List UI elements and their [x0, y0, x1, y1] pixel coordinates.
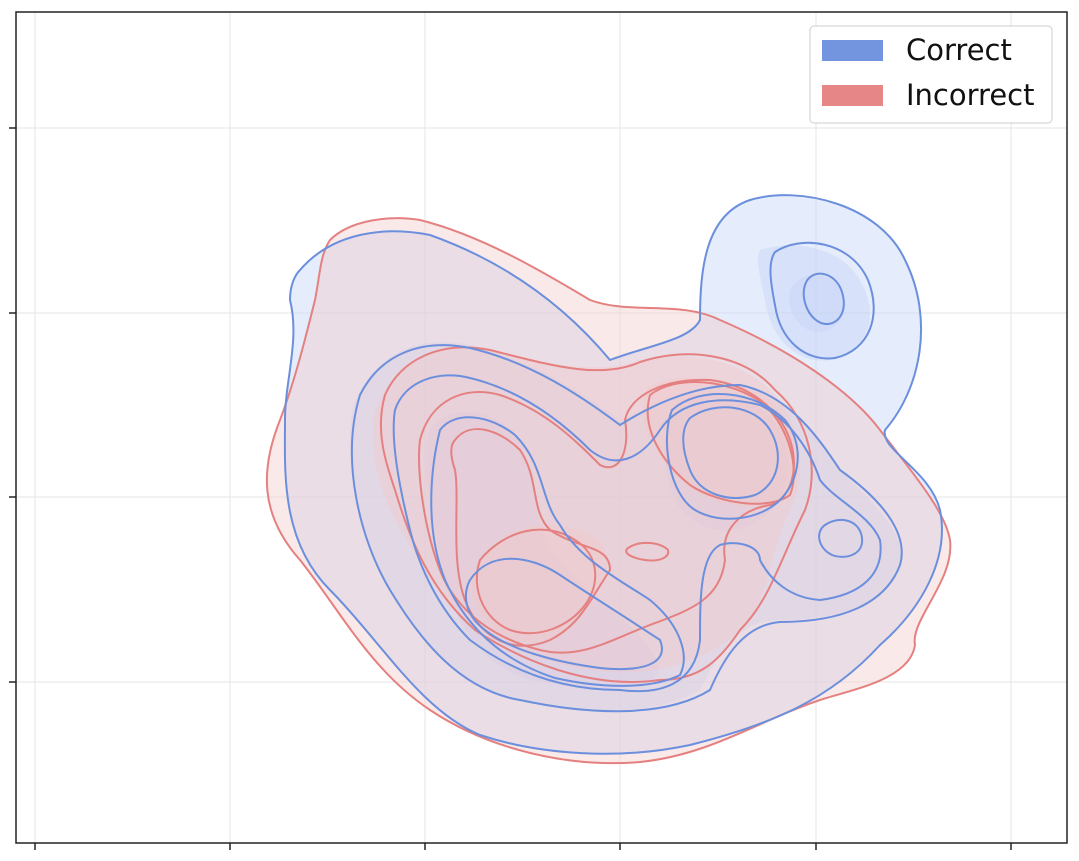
- correct-contour-upper-inner: [802, 272, 845, 326]
- legend-label-incorrect: Incorrect: [906, 78, 1034, 112]
- incorrect-contour-outer: [265, 217, 952, 765]
- incorrect-contour-5: [475, 528, 597, 635]
- correct-contour-3: [392, 374, 882, 693]
- correct-contour-4: [430, 416, 685, 687]
- legend-swatch-incorrect: [822, 85, 883, 106]
- legend-swatch-correct: [822, 40, 883, 61]
- incorrect-contour-2: [379, 346, 813, 683]
- correct-contour-outer: [283, 194, 943, 755]
- incorrect-contour-4: [450, 428, 612, 647]
- x-ticks: [34, 843, 1012, 850]
- correct-contour-upper-outer: [769, 241, 875, 360]
- legend: Correct Incorrect: [809, 25, 1053, 124]
- correct-contour-center-right: [665, 393, 799, 520]
- incorrect-contour-island: [625, 542, 670, 562]
- correct-contour-center-right-inner: [682, 406, 779, 499]
- correct-contours: [283, 194, 943, 755]
- correct-contour-right-small: [818, 518, 864, 558]
- correct-contour-2: [350, 344, 903, 713]
- grid: [16, 12, 1067, 843]
- axes-frame: [15, 11, 1068, 844]
- legend-label-correct: Correct: [906, 33, 1012, 67]
- y-ticks: [9, 127, 16, 683]
- correct-contour-5: [464, 557, 663, 671]
